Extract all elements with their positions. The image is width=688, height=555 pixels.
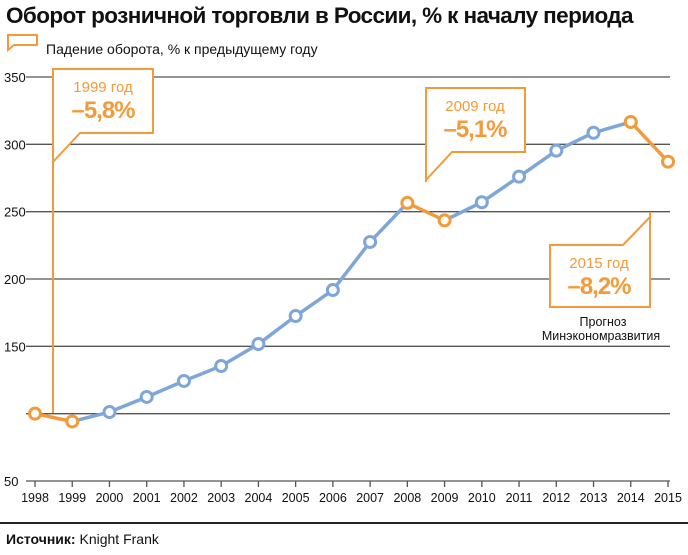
data-point (176, 373, 191, 388)
x-tick-label: 1998 (21, 491, 49, 505)
annotation-year: 2009 год (445, 98, 505, 115)
chart-title: Оборот розничной торговли в России, % к … (6, 3, 634, 28)
x-tick-label: 2003 (207, 491, 235, 505)
data-point (214, 358, 229, 373)
data-point (437, 213, 452, 228)
x-tick-label: 1999 (58, 491, 86, 505)
x-tick-label: 2004 (245, 491, 273, 505)
source-label: Источник: (6, 531, 76, 547)
annotation-year: 1999 год (73, 79, 133, 96)
series-segment (331, 240, 372, 292)
data-point (28, 406, 42, 421)
x-tick-label: 2002 (170, 491, 198, 505)
source-value: Knight Frank (79, 531, 159, 547)
annotation-value: –5,1% (443, 116, 507, 143)
annotation-year: 2015 год (569, 255, 629, 272)
series-segment (517, 148, 559, 179)
series-segment (293, 288, 335, 318)
data-point (325, 283, 340, 298)
data-point (400, 195, 415, 210)
x-tick-label: 2010 (468, 491, 496, 505)
series-segment (256, 314, 298, 346)
data-point (586, 125, 601, 140)
data-point (65, 414, 80, 429)
x-tick-label: 2008 (393, 491, 421, 505)
y-tick-label: 200 (4, 272, 26, 287)
data-point (139, 389, 154, 404)
x-tick-label: 2013 (580, 491, 608, 505)
y-tick-label: 150 (4, 339, 26, 354)
source-line: Источник: Knight Frank (6, 531, 159, 547)
x-tick-label: 2006 (319, 491, 347, 505)
y-tick-label: 300 (4, 137, 26, 152)
series-segment (480, 174, 521, 204)
data-point (363, 234, 378, 249)
callout-2015 (549, 212, 651, 308)
data-point (288, 309, 303, 324)
data-point (251, 337, 266, 352)
data-point (474, 195, 489, 210)
legend-callout-icon (7, 34, 38, 53)
legend-label: Падение оборота, % к предыдущему году (46, 41, 318, 57)
x-tick-label: 2007 (356, 491, 384, 505)
series-segment (219, 342, 261, 368)
x-tick-label: 2015 (654, 491, 682, 505)
y-tick-label: 250 (4, 205, 26, 220)
series-segment (368, 201, 410, 244)
data-point (661, 154, 675, 169)
callout-2009 (425, 87, 526, 182)
annotation-value: –5,8% (71, 97, 135, 124)
y-tick-label: 350 (4, 70, 26, 85)
x-tick-label: 2014 (617, 491, 645, 505)
callout-1999 (52, 68, 154, 413)
x-tick-label: 2000 (96, 491, 124, 505)
x-tick-label: 2001 (133, 491, 161, 505)
x-tick-label: 2005 (282, 491, 310, 505)
x-tick-label: 2009 (431, 491, 459, 505)
data-point (623, 114, 638, 129)
x-tick-label: 2012 (542, 491, 570, 505)
series-segment (629, 120, 670, 164)
data-point (549, 143, 564, 158)
x-tick-label: 2011 (506, 491, 533, 505)
forecast-note: Минэкономразвития (542, 329, 660, 343)
forecast-note: Прогноз (580, 315, 627, 329)
data-point (512, 169, 527, 184)
data-point (102, 405, 117, 420)
divider (0, 522, 688, 524)
y-tick-label: 50 (4, 474, 18, 489)
annotation-value: –8,2% (567, 273, 631, 300)
